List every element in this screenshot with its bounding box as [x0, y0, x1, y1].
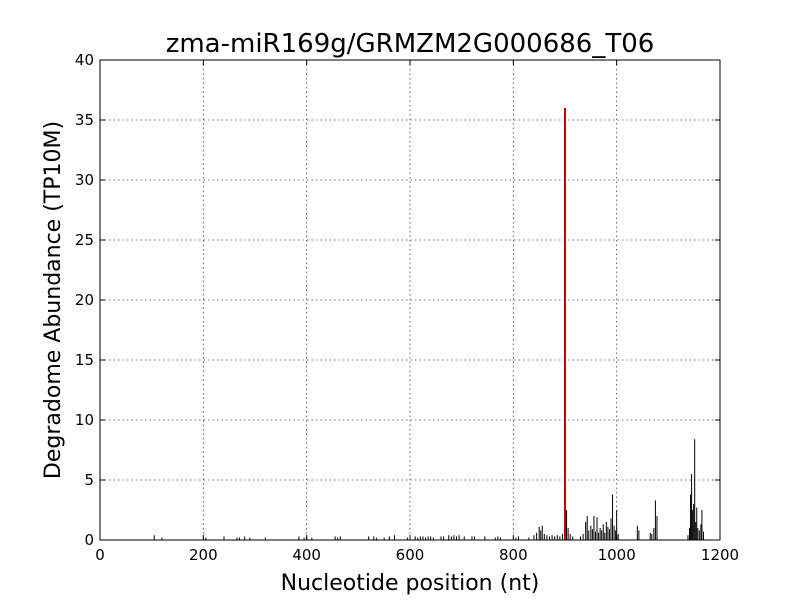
x-tick-label: 400	[292, 546, 321, 564]
chart-title: zma-miR169g/GRMZM2G000686_T06	[166, 29, 655, 59]
x-axis-label: Nucleotide position (nt)	[281, 571, 540, 596]
x-tick-label: 800	[499, 546, 528, 564]
grid-lines	[100, 60, 720, 540]
x-tick-label: 1000	[598, 546, 636, 564]
y-tick-label: 20	[75, 291, 94, 309]
y-tick-label: 10	[75, 411, 94, 429]
y-tick-label: 15	[75, 351, 94, 369]
y-tick-label: 0	[84, 531, 94, 549]
x-tick-label: 0	[95, 546, 105, 564]
y-tick-label: 30	[75, 171, 94, 189]
x-tick-label: 200	[189, 546, 218, 564]
y-tick-label: 5	[84, 471, 94, 489]
x-axis-ticks: 0 200 400 600 800 1000 1200	[95, 60, 739, 564]
x-tick-label: 1200	[701, 546, 739, 564]
y-tick-label: 35	[75, 111, 94, 129]
data-bars	[153, 108, 704, 540]
y-axis-ticks: 0 5 10 15 20 25 30 35 40	[75, 51, 720, 549]
y-tick-label: 40	[75, 51, 94, 69]
y-axis-label: Degradome Abundance (TP10M)	[41, 121, 66, 479]
y-tick-label: 25	[75, 231, 94, 249]
x-tick-label: 600	[396, 546, 425, 564]
